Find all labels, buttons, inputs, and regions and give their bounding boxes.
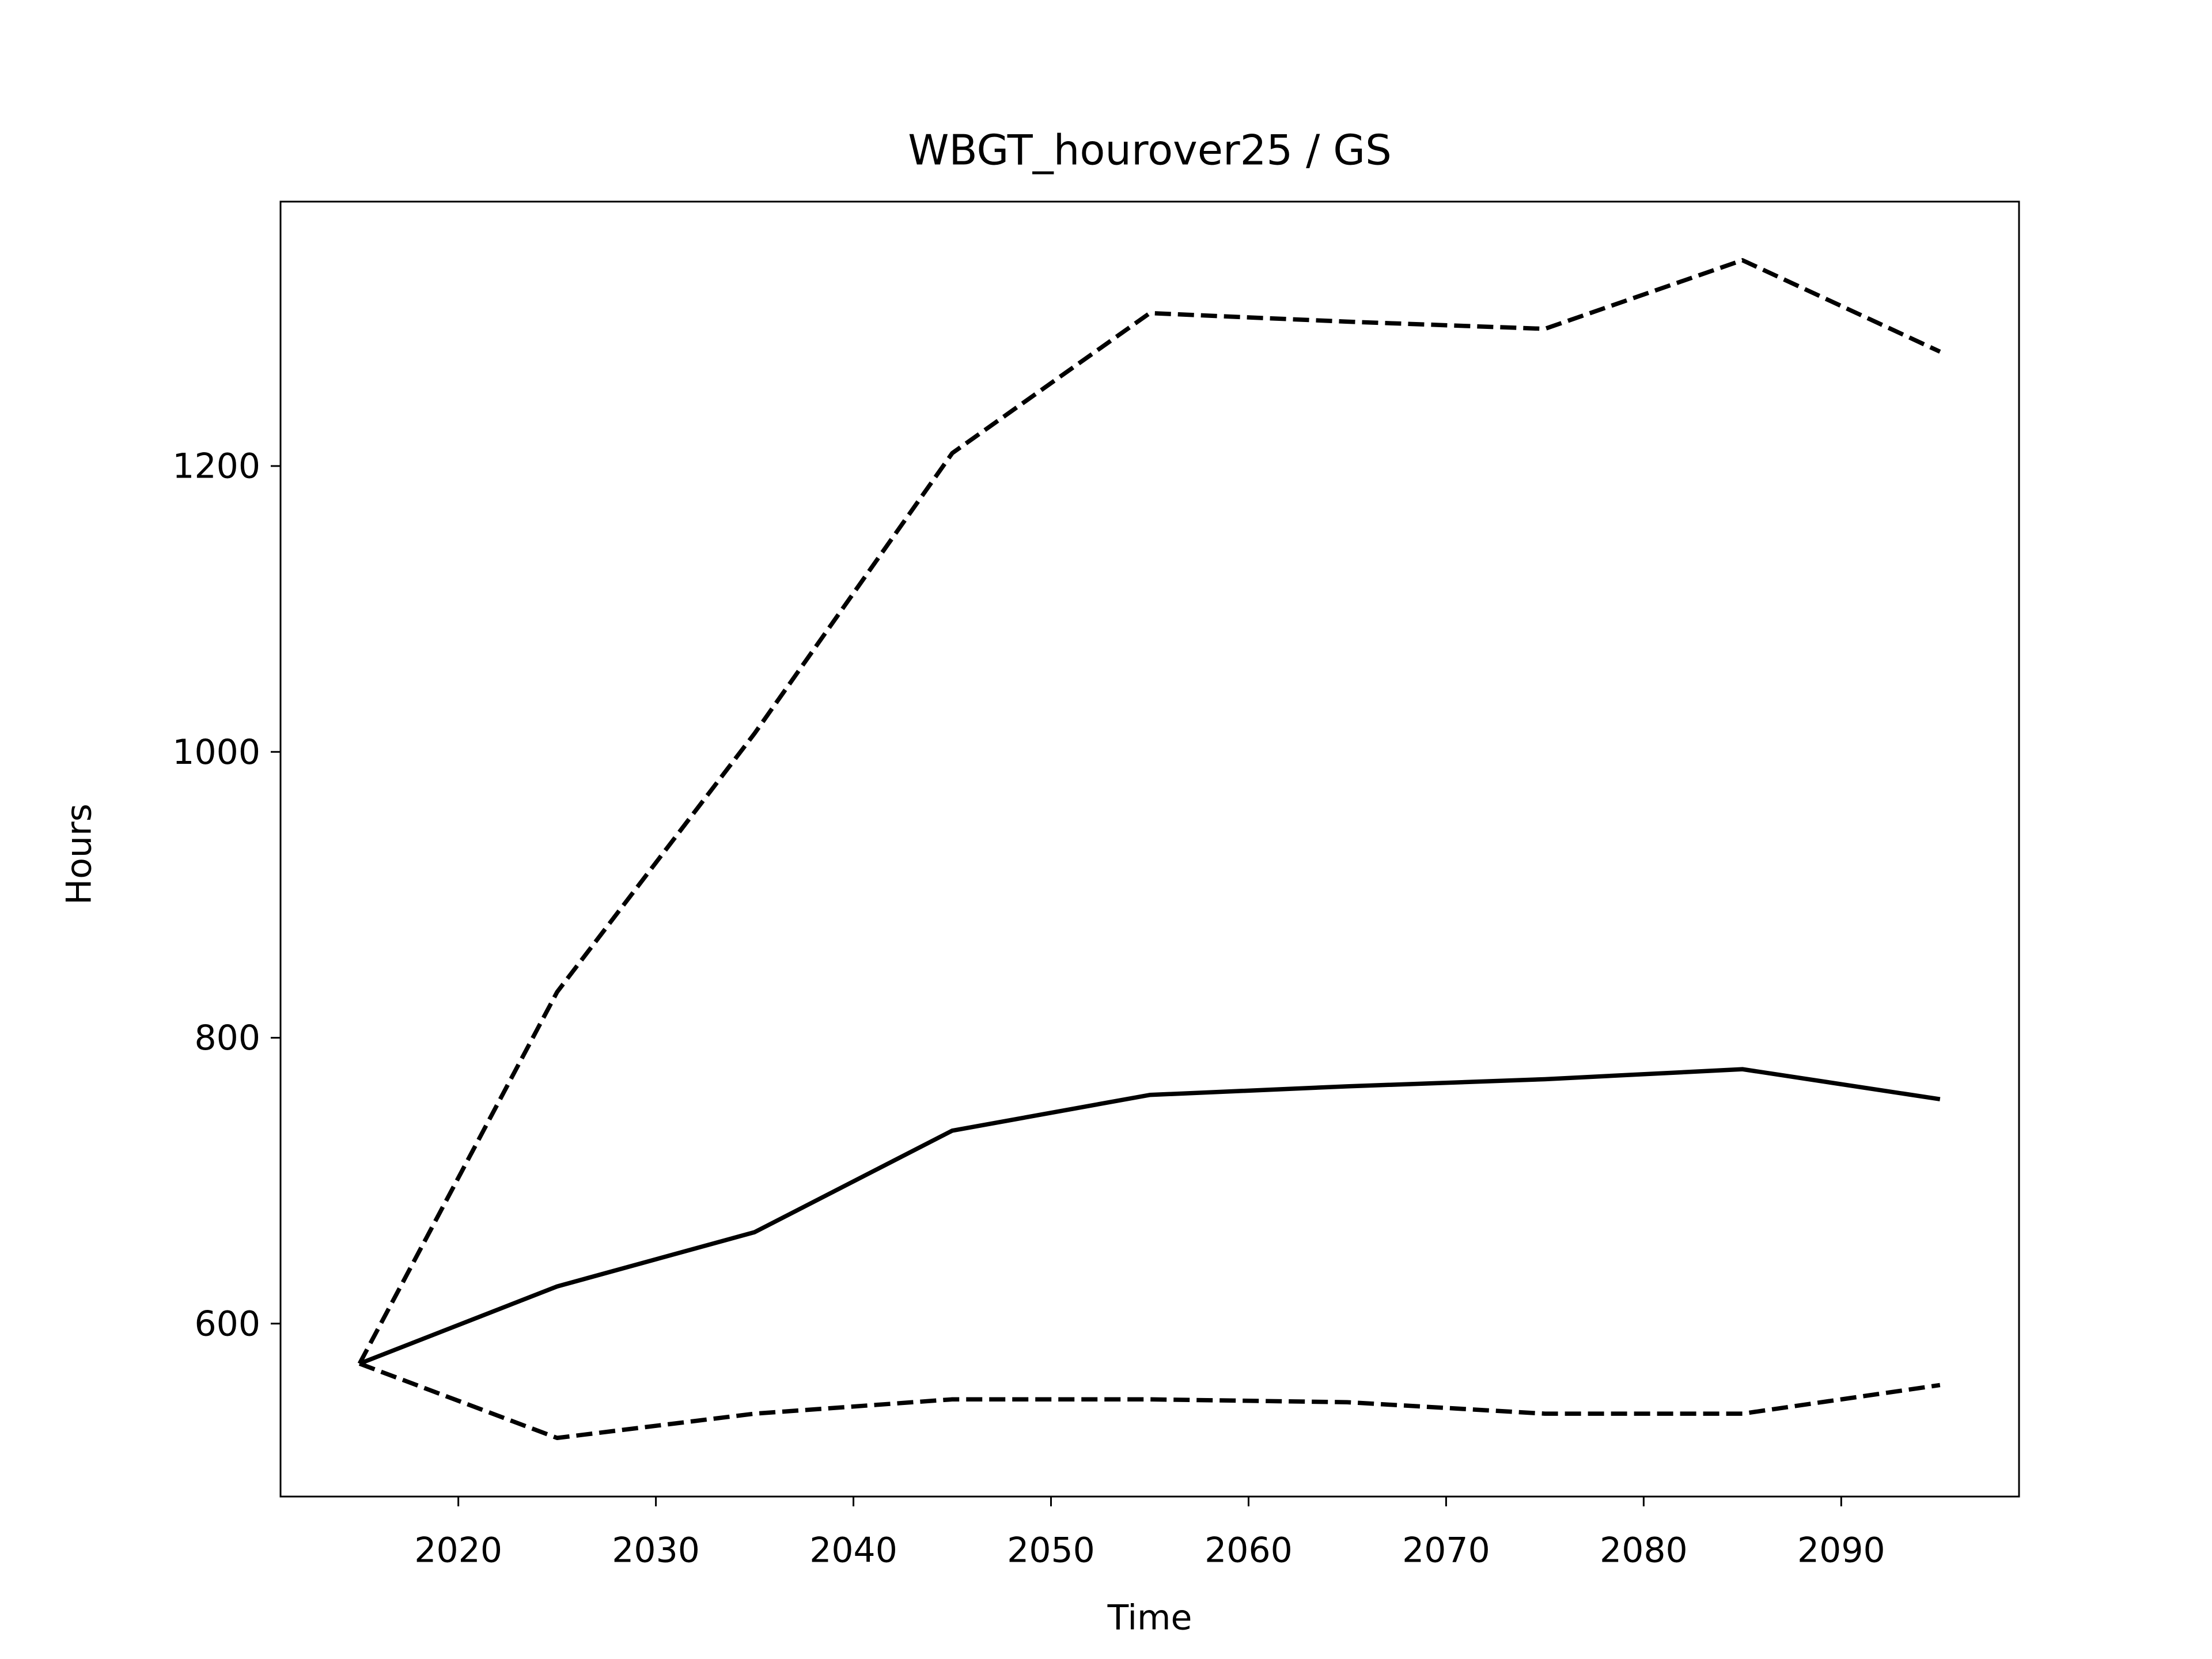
x-tick-label: 2060 xyxy=(1205,1531,1293,1571)
series-line xyxy=(358,1067,1941,1366)
plot-frame xyxy=(279,200,2020,1498)
x-tick-label: 2040 xyxy=(809,1531,897,1571)
x-tick-label: 2080 xyxy=(1600,1531,1688,1571)
series-line xyxy=(358,1361,1941,1441)
x-tick-label: 2030 xyxy=(612,1531,700,1571)
x-axis-label: Time xyxy=(1107,1598,1192,1638)
y-tick-label: 800 xyxy=(194,1018,260,1058)
x-tick-label: 2090 xyxy=(1797,1531,1885,1571)
x-tick-label: 2020 xyxy=(414,1531,502,1571)
y-tick-label: 1000 xyxy=(172,732,260,772)
y-tick-label: 1200 xyxy=(172,446,260,487)
y-axis-label: Hours xyxy=(59,804,100,905)
series-line xyxy=(357,257,1941,1365)
chart-title: WBGT_hourover25 / GS xyxy=(908,126,1392,175)
x-tick-label: 2070 xyxy=(1402,1531,1490,1571)
y-tick-label: 600 xyxy=(194,1304,260,1344)
x-tick-label: 2050 xyxy=(1007,1531,1095,1571)
